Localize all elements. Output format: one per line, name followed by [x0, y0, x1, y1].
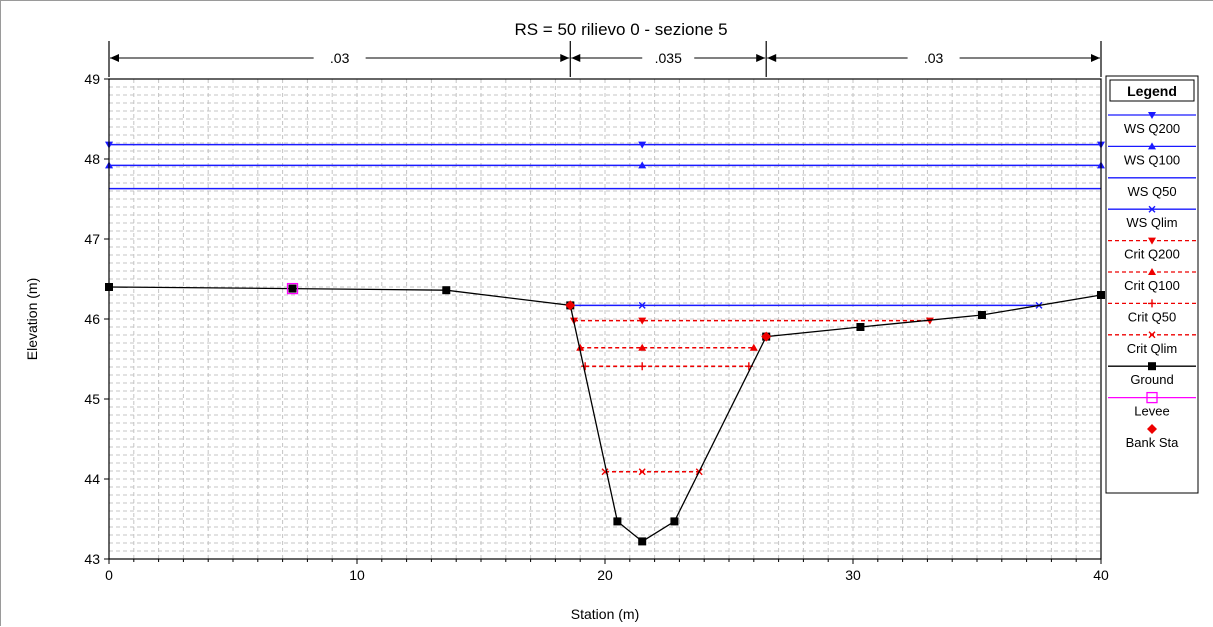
legend-label: WS Q200 [1124, 121, 1180, 136]
manning-n-label: .03 [924, 50, 944, 66]
manning-arrow-head [571, 54, 581, 62]
ground-point [442, 286, 451, 295]
legend-item-crit-qlim: Crit Qlim [1108, 331, 1196, 356]
series-bank-sta [565, 300, 772, 342]
ws-q100-marker [638, 161, 647, 169]
legend-marker [1146, 391, 1158, 404]
crit-q100-marker [638, 343, 647, 351]
ground-point [638, 537, 647, 546]
x-tick-label: 10 [349, 567, 365, 583]
ws-q200-marker [638, 141, 647, 149]
series-crit-q100 [576, 343, 758, 351]
legend-title: Legend [1127, 83, 1177, 99]
legend-item-bank-sta: Bank Sta [1126, 424, 1180, 450]
crit-q100-marker [576, 343, 585, 351]
legend-marker [1148, 237, 1156, 245]
bank-station-point [565, 300, 576, 311]
legend-marker [1148, 268, 1156, 275]
legend-marker [1148, 331, 1156, 339]
ground-point [856, 323, 865, 331]
y-tick-label: 43 [84, 551, 100, 567]
legend-marker [1148, 299, 1156, 308]
manning-arrow-head [1091, 54, 1100, 62]
legend-label: Crit Q50 [1128, 309, 1176, 324]
crit-q200-marker [638, 317, 647, 325]
ground-point [613, 517, 622, 526]
ground-point [288, 284, 297, 293]
manning-n-label: .03 [330, 50, 350, 66]
legend-label: Crit Q100 [1124, 278, 1180, 293]
crit-q50-marker [638, 362, 647, 371]
levee-point [286, 282, 299, 295]
ground-point [670, 517, 679, 526]
y-tick-label: 47 [84, 231, 100, 247]
manning-arrow-head [756, 54, 766, 62]
manning-arrow-head [767, 54, 777, 62]
axes: 0 10 20 30 40 43 44 45 46 47 48 49 [84, 71, 1109, 583]
series-levee [286, 282, 299, 295]
legend: Legend WS Q200 WS Q100 WS Q50 WS Qlim Crit Q… [1105, 75, 1199, 494]
crit-qlim-marker [638, 468, 646, 476]
y-tick-label: 46 [84, 311, 100, 327]
x-tick-label: 0 [105, 567, 113, 583]
crit-q50-marker [581, 362, 590, 371]
legend-title-box [1109, 79, 1195, 102]
ground-point [977, 311, 986, 319]
x-tick-label: 20 [597, 567, 613, 583]
legend-item-crit-q100: Crit Q100 [1108, 268, 1196, 293]
manning-n-label: .035 [655, 50, 682, 66]
chart-title: RS = 50 rilievo 0 - sezione 5 [514, 20, 727, 39]
x-tick-label: 40 [1093, 567, 1109, 583]
legend-item-ground: Ground [1108, 362, 1196, 387]
legend-item-crit-q200: Crit Q200 [1108, 237, 1196, 262]
x-tick-label: 30 [845, 567, 861, 583]
y-axis-label: Elevation (m) [24, 278, 40, 360]
legend-label: WS Qlim [1126, 215, 1177, 230]
legend-label: WS Q50 [1127, 184, 1176, 199]
legend-label: Crit Q200 [1124, 247, 1180, 262]
legend-label: WS Q100 [1124, 152, 1180, 167]
legend-item-ws-q50: WS Q50 [1108, 177, 1196, 199]
series-crit-qlim [601, 468, 703, 476]
legend-swatch [1147, 424, 1157, 434]
bank-station-point [761, 331, 772, 342]
legend-marker [1148, 112, 1156, 119]
legend-marker [1148, 142, 1156, 150]
manning-arrow-head [560, 54, 570, 62]
legend-item-levee: Levee [1108, 391, 1196, 419]
legend-label: Levee [1134, 404, 1169, 419]
legend-item-ws-q100: WS Q100 [1108, 142, 1196, 167]
manning-n-annotations: .03 .035 .03 [108, 41, 1102, 77]
legend-label: Ground [1130, 372, 1173, 387]
legend-label: Bank Sta [1126, 435, 1180, 450]
legend-item-ws-q200: WS Q200 [1108, 112, 1196, 136]
grid [109, 79, 1101, 559]
legend-marker [1148, 362, 1156, 371]
series-crit-q50 [581, 362, 753, 371]
x-axis-label: Station (m) [571, 606, 639, 622]
legend-marker [1148, 205, 1156, 213]
legend-item-ws-qlim: WS Qlim [1108, 205, 1196, 230]
y-tick-label: 44 [84, 471, 100, 487]
ws-qlim-marker [638, 301, 646, 309]
legend-label: Crit Qlim [1127, 341, 1178, 356]
crit-q100-marker [749, 343, 758, 351]
series-layer [105, 141, 1105, 546]
y-tick-label: 48 [84, 151, 100, 167]
y-tick-label: 45 [84, 391, 100, 407]
y-tick-label: 49 [84, 71, 100, 87]
manning-arrow-head [110, 54, 119, 62]
legend-item-crit-q50: Crit Q50 [1108, 299, 1196, 324]
